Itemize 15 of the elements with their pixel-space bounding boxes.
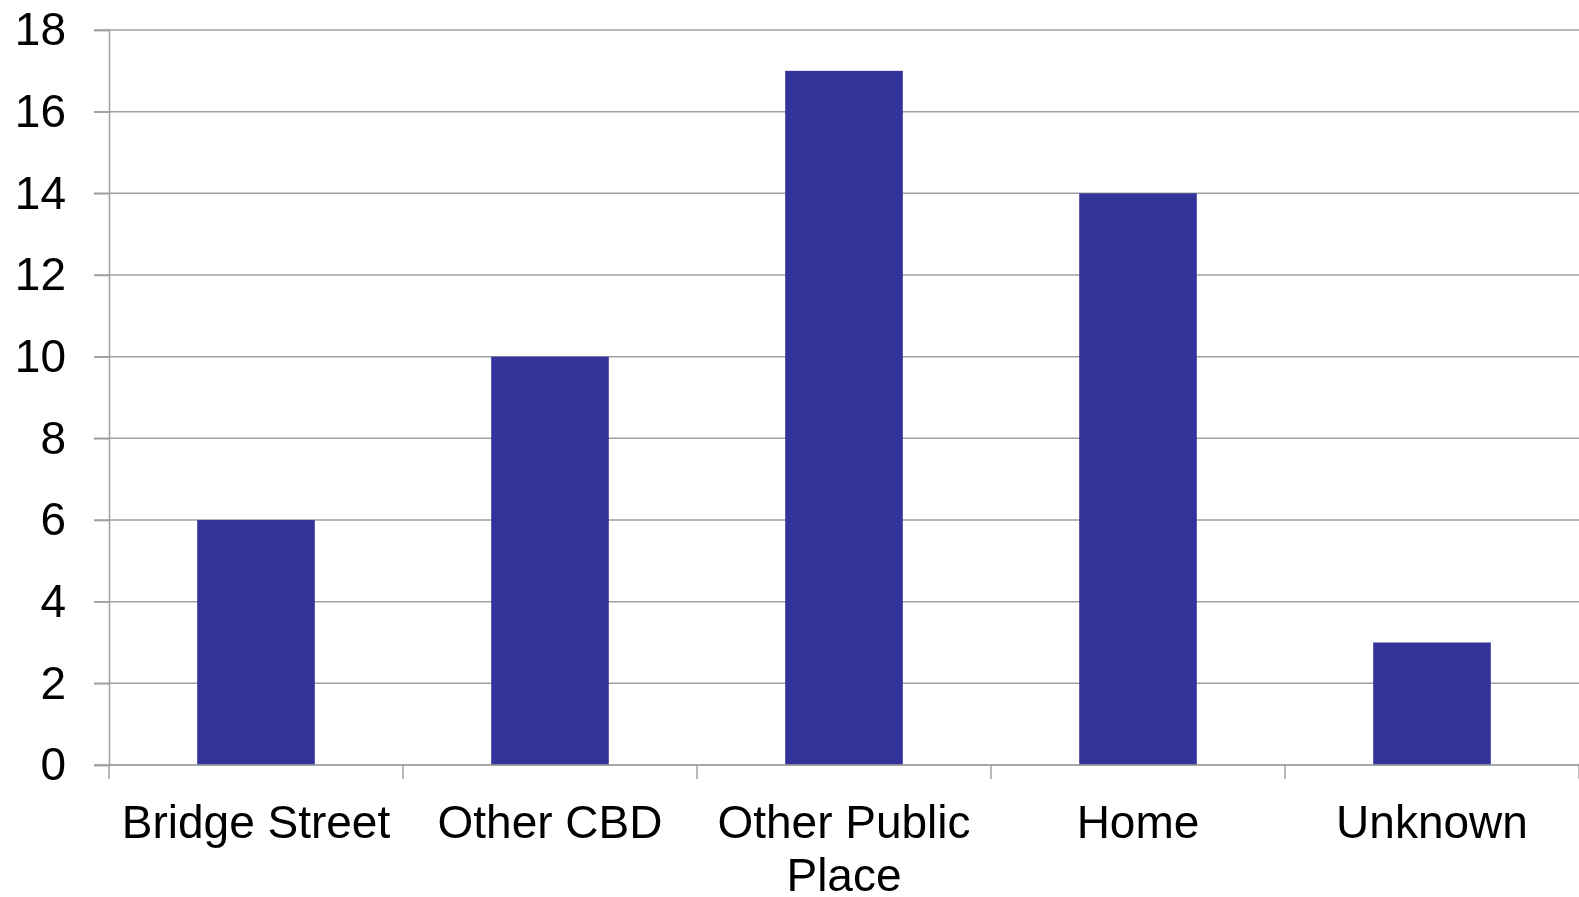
x-tick-label: Home	[1076, 796, 1200, 848]
y-tick-label: 0	[40, 738, 66, 791]
y-tick-label: 6	[40, 493, 66, 546]
y-tick-label: 14	[14, 166, 66, 219]
y-tick-label: 16	[14, 84, 66, 137]
x-tick-label: Unknown	[1336, 796, 1528, 848]
y-tick-label: 2	[40, 656, 66, 709]
y-tick-label: 8	[40, 411, 66, 464]
y-tick-label: 4	[40, 574, 66, 627]
x-tick-label: Bridge Street	[121, 796, 391, 848]
y-tick-label: 10	[14, 329, 66, 382]
x-tick-label: Other CBD	[437, 796, 663, 848]
x-tick-label: Other Public Place	[717, 796, 971, 897]
y-tick-label: 18	[14, 3, 66, 56]
y-tick-label: 12	[14, 248, 66, 301]
